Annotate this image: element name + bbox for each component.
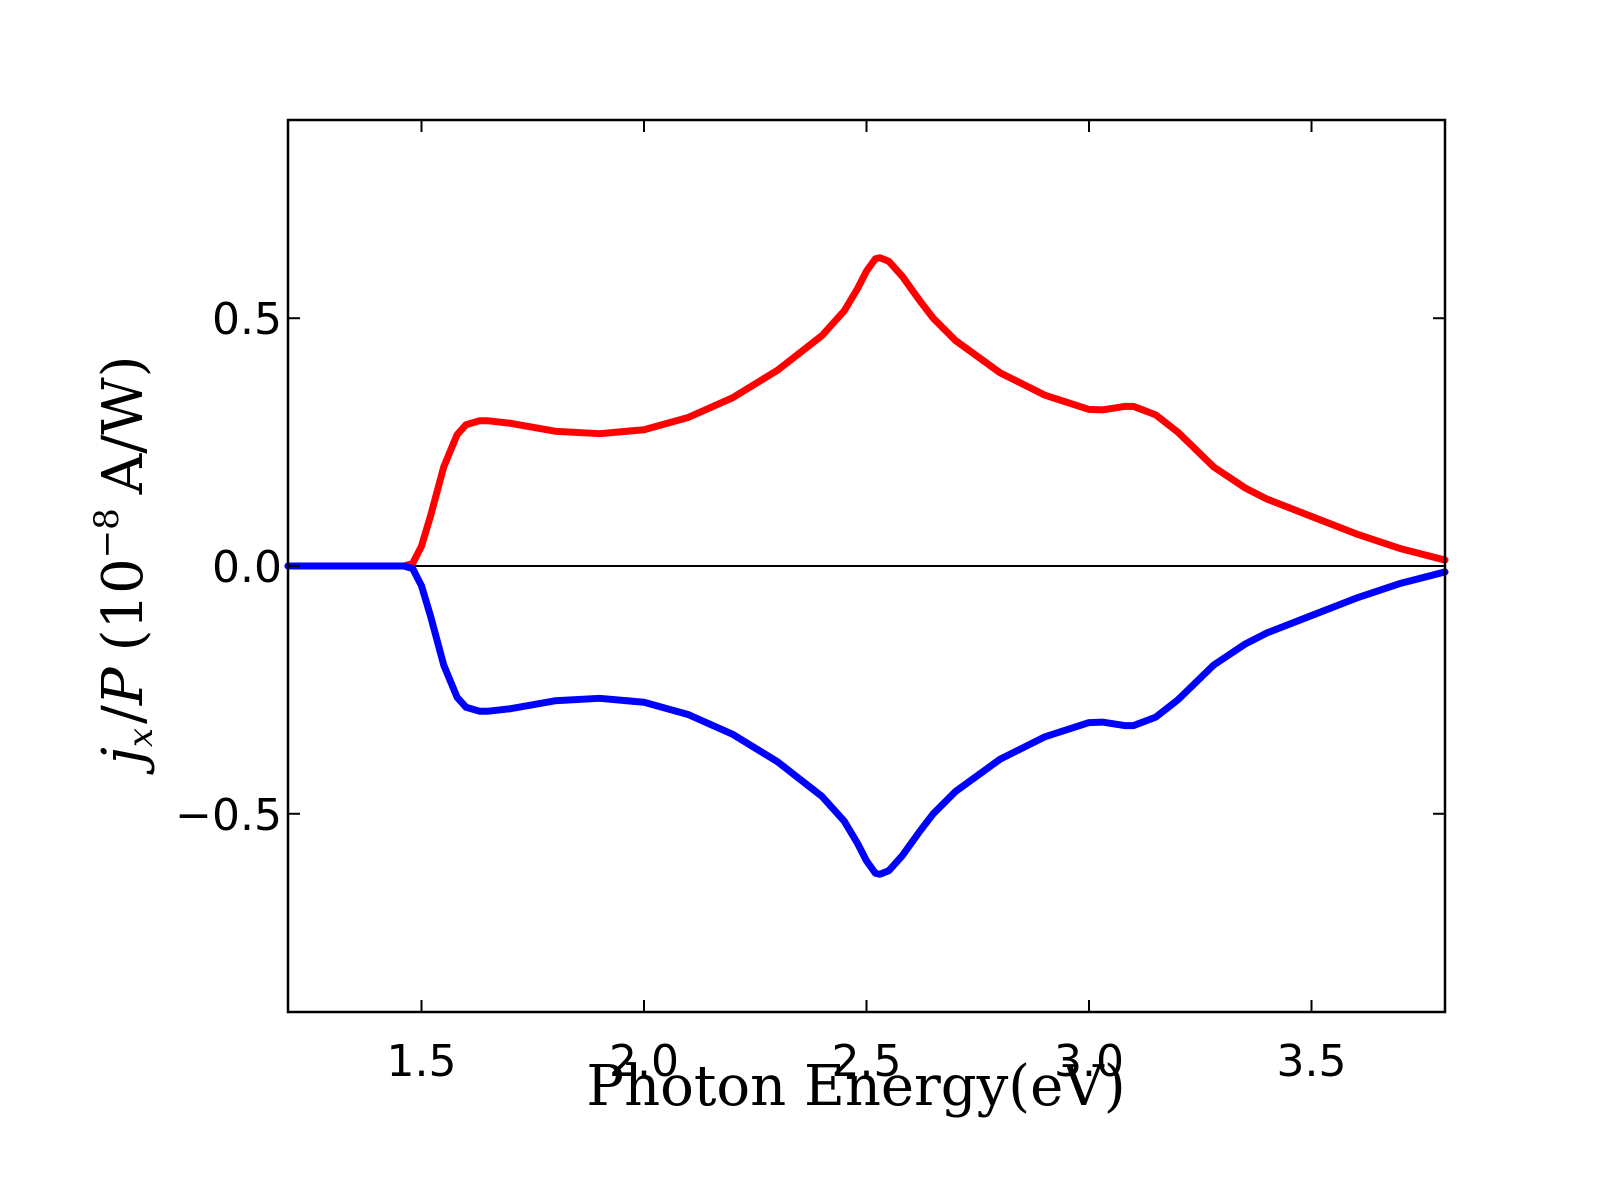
series-line-positive — [284, 254, 1449, 570]
y-tick-label: −0.5 — [175, 790, 282, 841]
y-axis-title: jx/P(10−8A/W) — [87, 355, 161, 775]
y-axis-title-open: (10 — [91, 558, 156, 651]
y-tick-label: 0.0 — [212, 542, 282, 593]
y-axis-title-superscript: −8 — [87, 508, 127, 558]
x-tick-label: 3.0 — [1054, 1036, 1124, 1087]
x-tick-label: 1.5 — [387, 1036, 457, 1087]
y-axis-title-subscript: x — [121, 728, 161, 747]
plot-area: 1.5 2.0 2.5 3.0 3.5 0.5 0.0 −0.5 — [175, 118, 1449, 1087]
x-tick-label: 3.5 — [1277, 1036, 1347, 1087]
x-tick-label: 2.0 — [609, 1036, 679, 1087]
y-axis-title-p: P — [91, 666, 156, 706]
series-line-negative — [284, 562, 1449, 878]
x-tick-label: 2.5 — [832, 1036, 902, 1087]
x-axis-title: Photon Energy(eV) — [586, 1054, 1125, 1119]
y-tick-label: 0.5 — [212, 294, 282, 345]
y-axis-title-slash: / — [91, 705, 156, 724]
y-axis-title-unit: A/W) — [91, 355, 156, 495]
